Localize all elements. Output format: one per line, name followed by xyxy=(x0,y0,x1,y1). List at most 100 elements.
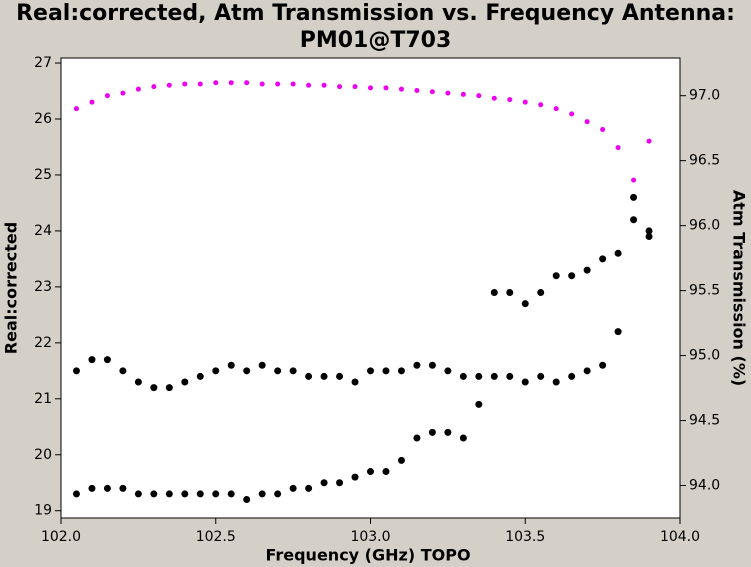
data-point xyxy=(320,479,328,487)
data-point xyxy=(398,86,404,92)
data-point xyxy=(584,119,590,125)
data-point xyxy=(243,496,251,504)
y2-tick-label: 96.0 xyxy=(689,218,720,234)
data-point xyxy=(275,81,281,87)
data-point xyxy=(475,372,483,380)
data-point xyxy=(119,367,127,375)
data-point xyxy=(646,138,652,144)
y-tick-label: 21 xyxy=(34,391,52,407)
data-point xyxy=(383,85,389,91)
data-point xyxy=(103,484,111,492)
data-point xyxy=(382,468,390,476)
data-point xyxy=(259,81,265,87)
data-point xyxy=(197,81,203,87)
data-point xyxy=(599,255,607,263)
data-point xyxy=(306,82,312,88)
data-point xyxy=(88,356,96,364)
data-point xyxy=(290,81,296,87)
data-point xyxy=(583,266,591,274)
data-point xyxy=(397,456,405,464)
data-point xyxy=(367,367,374,375)
data-point xyxy=(428,361,436,369)
data-point xyxy=(445,90,451,96)
y2-tick-label: 96.5 xyxy=(689,153,720,169)
data-point xyxy=(320,372,328,380)
data-point xyxy=(631,177,637,183)
data-point xyxy=(258,490,266,498)
data-point xyxy=(583,367,591,375)
data-point xyxy=(134,490,142,498)
data-point xyxy=(522,99,528,105)
data-point xyxy=(103,356,111,364)
y2-tick-label: 95.5 xyxy=(689,283,720,299)
data-point xyxy=(88,484,96,492)
data-point xyxy=(165,490,173,498)
data-point xyxy=(150,490,158,498)
data-point xyxy=(491,95,497,101)
x-tick-label: 102.5 xyxy=(196,529,236,545)
data-point xyxy=(134,378,142,386)
data-point xyxy=(289,367,297,375)
x-tick-label: 102.0 xyxy=(41,529,81,545)
data-point xyxy=(569,111,575,117)
data-point xyxy=(73,106,79,112)
x-axis-label: Frequency (GHz) TOPO xyxy=(265,546,470,565)
data-point xyxy=(414,87,420,93)
data-point xyxy=(89,99,95,105)
data-point xyxy=(614,249,622,257)
data-point xyxy=(428,428,436,436)
data-point xyxy=(321,82,327,88)
data-point xyxy=(630,193,638,201)
data-point xyxy=(352,84,358,90)
data-point xyxy=(645,227,653,235)
x-tick-label: 104.0 xyxy=(660,529,700,545)
title-box: Real:corrected, Atm Transmission vs. Fre… xyxy=(0,0,751,54)
y2-axis-label: Atm Transmission (%) xyxy=(730,190,749,386)
y-tick-label: 20 xyxy=(34,447,52,463)
data-point xyxy=(615,145,621,151)
data-point xyxy=(104,93,110,99)
y-tick-label: 27 xyxy=(34,55,52,71)
data-point xyxy=(196,490,204,498)
data-point xyxy=(72,367,80,375)
data-point xyxy=(413,361,421,369)
data-point xyxy=(599,361,607,369)
data-point xyxy=(181,490,189,498)
data-point xyxy=(227,361,235,369)
x-tick-label: 103.5 xyxy=(505,529,545,545)
data-point xyxy=(336,479,344,487)
data-point xyxy=(521,378,529,386)
data-point xyxy=(213,80,219,86)
data-point xyxy=(367,468,374,476)
y2-tick-label: 97.0 xyxy=(689,88,720,104)
data-point xyxy=(182,81,188,87)
data-point xyxy=(119,484,127,492)
data-point xyxy=(228,80,234,86)
data-point xyxy=(630,216,638,224)
data-point xyxy=(553,106,559,112)
data-point xyxy=(151,84,157,90)
data-point xyxy=(181,378,189,386)
data-point xyxy=(537,288,545,296)
data-point xyxy=(351,473,359,481)
data-point xyxy=(614,328,622,336)
y-tick-label: 26 xyxy=(34,111,52,127)
data-point xyxy=(521,300,529,308)
y2-tick-label: 94.0 xyxy=(689,478,720,494)
data-point xyxy=(645,233,653,241)
data-point xyxy=(444,367,452,375)
data-point xyxy=(552,272,560,280)
data-point xyxy=(507,97,513,103)
data-point xyxy=(305,372,313,380)
data-point xyxy=(165,384,173,392)
y-axis-label: Real:corrected xyxy=(2,222,21,354)
plot-area xyxy=(60,57,681,519)
data-point xyxy=(429,89,435,95)
data-point xyxy=(600,126,606,132)
data-point xyxy=(568,272,576,280)
y2-tick-label: 95.0 xyxy=(689,348,720,364)
data-point xyxy=(212,367,220,375)
data-point xyxy=(135,86,141,92)
